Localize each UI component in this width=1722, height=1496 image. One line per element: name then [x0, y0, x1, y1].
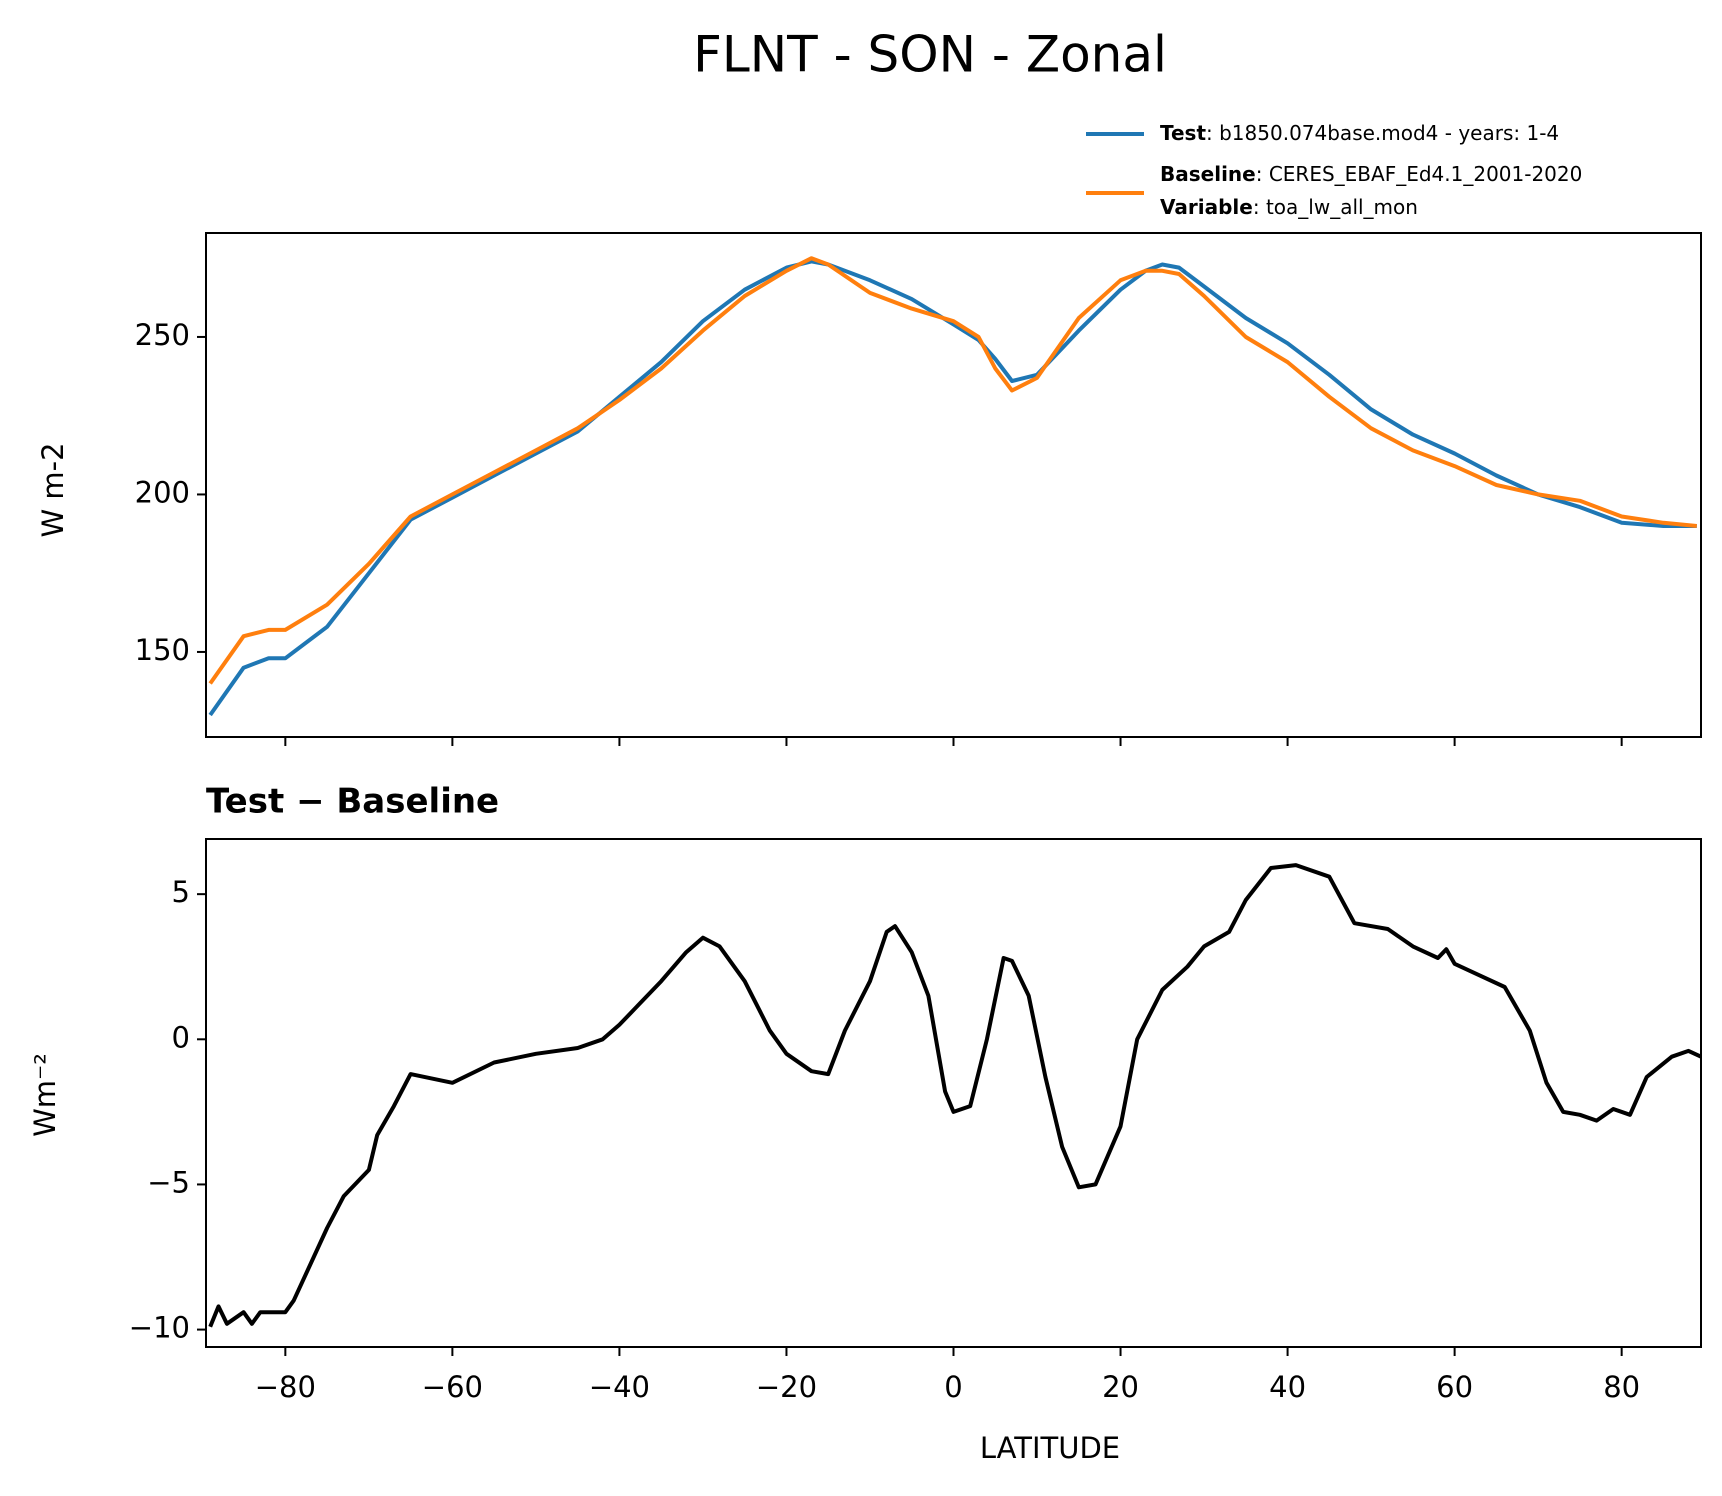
- legend-note: : CERES_EBAF_Ed4.1_2001-2020: [1256, 162, 1583, 186]
- axes-frame: [205, 232, 1702, 738]
- x-tick-label: 0: [944, 1370, 962, 1404]
- y-tick-label: 250: [135, 318, 190, 352]
- legend-entry: Test: b1850.074base.mod4 - years: 1-4: [1160, 121, 1559, 145]
- figure-title: FLNT - SON - Zonal: [693, 26, 1167, 84]
- y-axis-label: Wm⁻²: [28, 1053, 62, 1137]
- axes-frame: [205, 838, 1702, 1348]
- legend-label: Baseline: [1160, 162, 1256, 186]
- legend-label: Test: [1160, 121, 1206, 145]
- y-tick-label: −10: [129, 1311, 190, 1345]
- x-tick-label: −40: [589, 1370, 650, 1404]
- x-tick-label: −20: [756, 1370, 817, 1404]
- legend-entry: Variable: toa_lw_all_mon: [1160, 195, 1418, 219]
- y-tick-label: 5: [172, 875, 190, 909]
- legend-note: : b1850.074base.mod4 - years: 1-4: [1206, 121, 1559, 145]
- legend: Test: b1850.074base.mod4 - years: 1-4 Ba…: [1086, 121, 1582, 219]
- legend-label: Variable: [1160, 195, 1253, 219]
- x-axis-label: LATITUDE: [980, 1431, 1120, 1465]
- y-axis-label: W m-2: [36, 442, 70, 537]
- legend-entry: Baseline: CERES_EBAF_Ed4.1_2001-2020: [1160, 162, 1582, 186]
- x-tick-label: 40: [1269, 1370, 1306, 1404]
- subplot-title: Test − Baseline: [206, 782, 499, 822]
- legend-note: : toa_lw_all_mon: [1253, 195, 1418, 219]
- series-line: [208, 256, 1697, 685]
- y-tick-label: 200: [135, 475, 190, 509]
- y-tick-label: 150: [135, 633, 190, 667]
- series-line: [208, 863, 1702, 1328]
- x-tick-label: −60: [422, 1370, 483, 1404]
- y-tick-label: 0: [172, 1020, 190, 1054]
- x-tick-label: −80: [255, 1370, 316, 1404]
- x-tick-label: 80: [1603, 1370, 1640, 1404]
- x-tick-label: 20: [1102, 1370, 1139, 1404]
- y-tick-label: −5: [147, 1165, 190, 1199]
- x-tick-label: 60: [1436, 1370, 1473, 1404]
